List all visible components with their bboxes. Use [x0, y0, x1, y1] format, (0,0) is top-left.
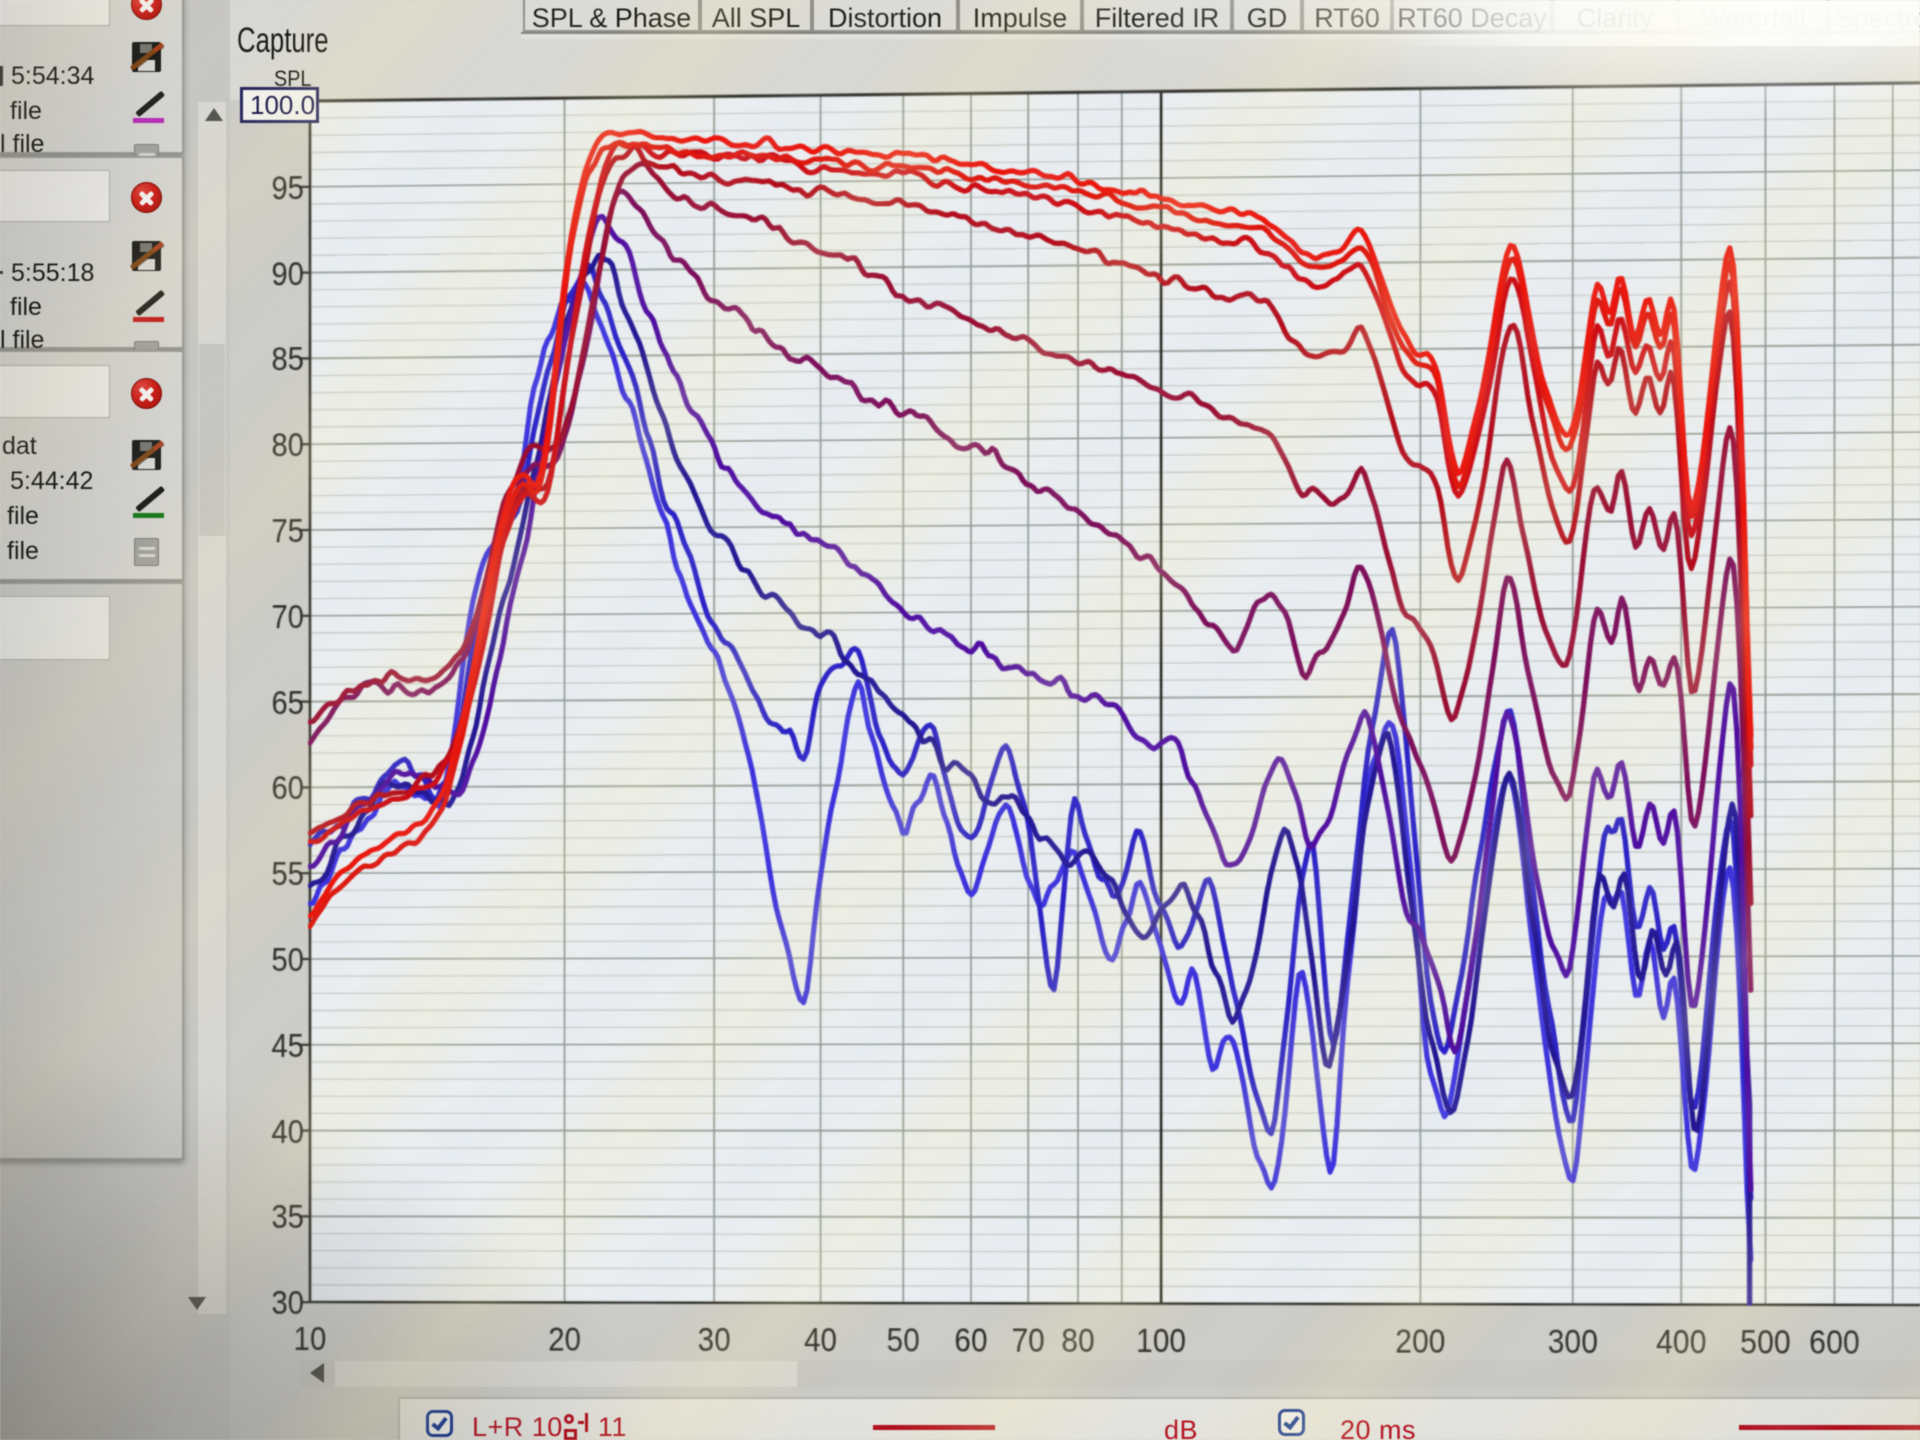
svg-text:70: 70 — [271, 597, 304, 636]
svg-text:200: 200 — [1395, 1321, 1445, 1360]
svg-text:45: 45 — [271, 1026, 304, 1065]
svg-text:30: 30 — [271, 1283, 304, 1322]
svg-text:100: 100 — [1136, 1321, 1186, 1360]
svg-text:75: 75 — [271, 511, 304, 550]
svg-text:50: 50 — [887, 1320, 920, 1359]
svg-text:55: 55 — [271, 854, 304, 893]
svg-text:60: 60 — [271, 768, 304, 807]
svg-text:70: 70 — [1012, 1320, 1045, 1359]
svg-text:80: 80 — [271, 425, 304, 464]
svg-text:40: 40 — [804, 1320, 837, 1359]
svg-text:85: 85 — [271, 339, 304, 378]
svg-text:30: 30 — [698, 1320, 731, 1359]
svg-text:400: 400 — [1656, 1322, 1707, 1361]
svg-text:80: 80 — [1061, 1320, 1094, 1359]
svg-text:600: 600 — [1809, 1322, 1860, 1361]
svg-text:500: 500 — [1740, 1322, 1791, 1361]
svg-text:10: 10 — [294, 1319, 327, 1358]
svg-text:60: 60 — [954, 1320, 987, 1359]
svg-text:35: 35 — [271, 1197, 304, 1236]
svg-text:50: 50 — [271, 940, 304, 979]
svg-text:40: 40 — [271, 1111, 304, 1150]
svg-text:95: 95 — [271, 168, 304, 207]
svg-text:20: 20 — [548, 1319, 581, 1358]
svg-text:65: 65 — [271, 682, 304, 721]
svg-text:300: 300 — [1548, 1321, 1598, 1360]
svg-text:90: 90 — [271, 253, 304, 292]
